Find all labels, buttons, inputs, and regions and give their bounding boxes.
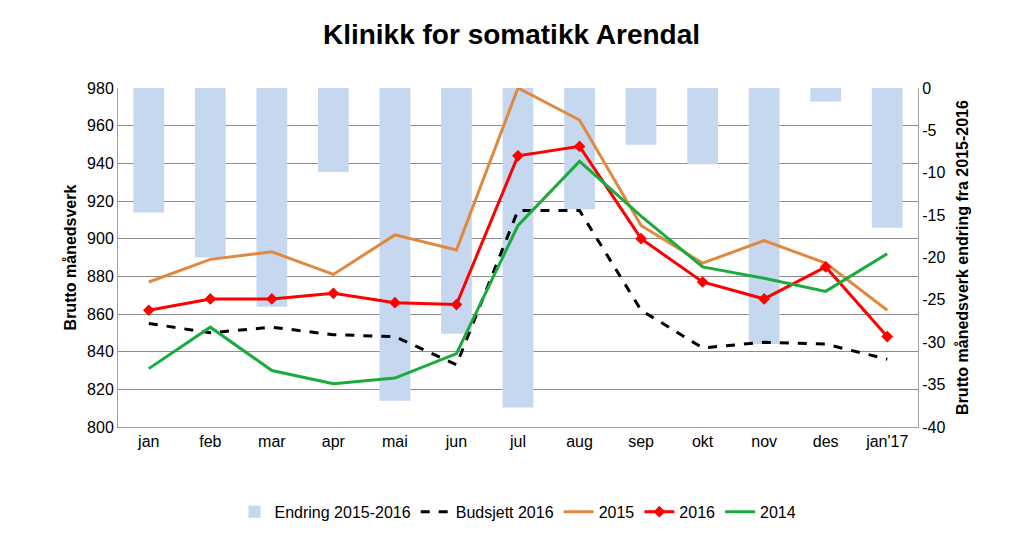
svg-text:-25: -25 <box>922 291 945 308</box>
svg-text:Brutto månedsverk endring fra: Brutto månedsverk endring fra 2015-2016 <box>954 100 971 415</box>
svg-text:mai: mai <box>382 433 408 450</box>
svg-text:960: 960 <box>87 117 114 134</box>
svg-text:Endring 2015-2016: Endring 2015-2016 <box>275 504 411 521</box>
svg-text:2014: 2014 <box>760 504 796 521</box>
svg-text:-40: -40 <box>922 419 945 436</box>
svg-text:apr: apr <box>322 433 346 450</box>
svg-text:920: 920 <box>87 193 114 210</box>
svg-text:0: 0 <box>922 80 931 97</box>
svg-text:mar: mar <box>258 433 286 450</box>
svg-text:800: 800 <box>87 419 114 436</box>
svg-text:jan'17: jan'17 <box>865 433 908 450</box>
svg-text:Brutto månedsverk: Brutto månedsverk <box>62 184 79 330</box>
svg-text:900: 900 <box>87 230 114 247</box>
svg-text:sep: sep <box>628 433 654 450</box>
svg-text:okt: okt <box>692 433 714 450</box>
svg-text:880: 880 <box>87 268 114 285</box>
svg-text:-35: -35 <box>922 376 945 393</box>
svg-text:des: des <box>813 433 839 450</box>
svg-text:860: 860 <box>87 306 114 323</box>
svg-text:2015: 2015 <box>599 504 635 521</box>
svg-text:-30: -30 <box>922 334 945 351</box>
svg-text:-5: -5 <box>922 122 936 139</box>
svg-text:Klinikk for somatikk Arendal: Klinikk for somatikk Arendal <box>323 19 700 50</box>
svg-text:jun: jun <box>445 433 467 450</box>
svg-text:-15: -15 <box>922 207 945 224</box>
svg-text:nov: nov <box>751 433 777 450</box>
svg-text:Budsjett 2016: Budsjett 2016 <box>456 504 554 521</box>
svg-text:jul: jul <box>509 433 526 450</box>
svg-text:aug: aug <box>566 433 593 450</box>
svg-text:820: 820 <box>87 381 114 398</box>
svg-text:-10: -10 <box>922 164 945 181</box>
svg-text:-20: -20 <box>922 249 945 266</box>
svg-text:feb: feb <box>199 433 221 450</box>
svg-text:2016: 2016 <box>679 504 715 521</box>
svg-text:940: 940 <box>87 155 114 172</box>
svg-text:840: 840 <box>87 343 114 360</box>
svg-text:jan: jan <box>137 433 159 450</box>
svg-text:980: 980 <box>87 80 114 97</box>
